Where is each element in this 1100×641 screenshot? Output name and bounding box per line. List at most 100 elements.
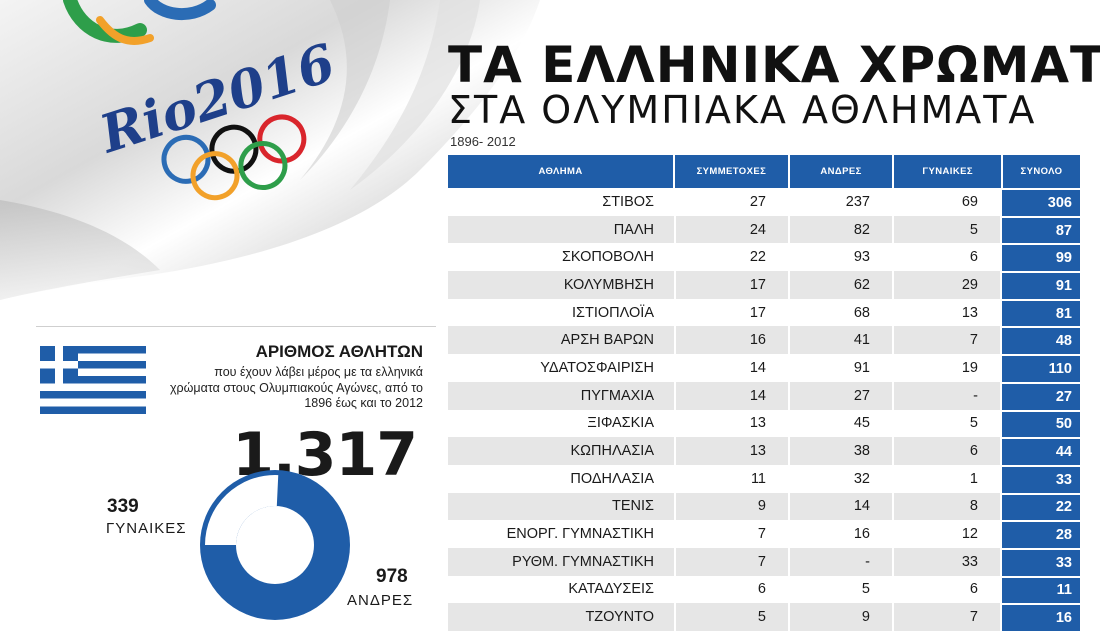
athletes-title: ΑΡΙΘΜΟΣ ΑΘΛΗΤΩΝ (255, 342, 423, 361)
header-sport: ΑΘΛΗΜΑ (448, 155, 676, 188)
cell-total: 28 (1002, 520, 1080, 548)
cell-participations: 17 (676, 271, 790, 299)
cell-men: 62 (790, 271, 894, 299)
cell-sport: ΥΔΑΤΟΣΦΑΙΡΙΣΗ (448, 354, 676, 382)
table-row: ΥΔΑΤΟΣΦΑΙΡΙΣΗ 14 91 19 110 (448, 354, 1080, 382)
table-row: ΚΟΛΥΜΒΗΣΗ 17 62 29 91 (448, 271, 1080, 299)
cell-men: 68 (790, 298, 894, 327)
cell-participations: 13 (676, 409, 790, 438)
sports-table: ΑΘΛΗΜΑ ΣΥΜΜΕΤΟΧΕΣ ΑΝΔΡΕΣ ΓΥΝΑΙΚΕΣ ΣΥΝΟΛΟ… (448, 155, 1080, 631)
cell-women: 7 (894, 326, 1002, 355)
cell-women: 69 (894, 188, 1002, 216)
cell-total: 306 (1002, 188, 1080, 216)
cell-sport: ΞΙΦΑΣΚΙΑ (448, 409, 676, 438)
cell-men: 9 (790, 603, 894, 631)
cell-sport: ΡΥΘΜ. ΓΥΜΝΑΣΤΙΚΗ (448, 547, 676, 576)
cell-women: 13 (894, 298, 1002, 327)
cell-participations: 9 (676, 492, 790, 521)
cell-sport: ΠΑΛΗ (448, 215, 676, 244)
cell-sport: ΕΝΟΡΓ. ΓΥΜΝΑΣΤΙΚΗ (448, 520, 676, 548)
cell-participations: 14 (676, 381, 790, 410)
cell-total: 33 (1002, 464, 1080, 493)
women-count: 339 (107, 496, 139, 517)
page-subtitle: ΣΤΑ ΟΛΥΜΠΙΑΚΑ ΑΘΛΗΜΑΤΑ (448, 88, 1037, 132)
cell-total: 33 (1002, 547, 1080, 576)
cell-men: 5 (790, 575, 894, 604)
table-row: ΤΖΟΥΝΤΟ 5 9 7 16 (448, 603, 1080, 631)
table-row: ΠΥΓΜΑΧΙΑ 14 27-27 (448, 381, 1080, 410)
cell-men: 32 (790, 464, 894, 493)
cell-participations: 13 (676, 437, 790, 465)
olympic-rings-icon (161, 114, 307, 201)
cell-total: 81 (1002, 298, 1080, 327)
women-label: ΓΥΝΑΙΚΕΣ (106, 520, 187, 537)
cell-total: 48 (1002, 326, 1080, 355)
cell-women: 6 (894, 437, 1002, 465)
gender-donut-chart (200, 470, 350, 620)
athletes-description: που έχουν λάβει μέρος με τα ελληνικά χρώ… (169, 365, 423, 410)
cell-women: 5 (894, 409, 1002, 438)
table-row: ΠΟΔΗΛΑΣΙΑ 11 32 1 33 (448, 464, 1080, 493)
table-row: ΡΥΘΜ. ΓΥΜΝΑΣΤΙΚΗ 7-33 33 (448, 547, 1080, 576)
cell-sport: ΚΩΠΗΛΑΣΙΑ (448, 437, 676, 465)
cell-women: 19 (894, 354, 1002, 382)
table-row: ΞΙΦΑΣΚΙΑ 13 45 5 50 (448, 409, 1080, 438)
cell-men: 93 (790, 243, 894, 272)
donut-hole (236, 506, 314, 584)
cell-total: 16 (1002, 603, 1080, 631)
cell-men: 16 (790, 520, 894, 548)
cell-sport: ΣΤΙΒΟΣ (448, 188, 676, 216)
panel-divider (36, 326, 436, 327)
cell-sport: ΤΕΝΙΣ (448, 492, 676, 521)
header-women: ΓΥΝΑΙΚΕΣ (894, 155, 1003, 188)
header-men: ΑΝΔΡΕΣ (790, 155, 895, 188)
cell-women: 1 (894, 464, 1002, 493)
years-range: 1896- 2012 (450, 134, 516, 149)
table-row: ΤΕΝΙΣ 9 14 8 22 (448, 492, 1080, 521)
cell-participations: 7 (676, 520, 790, 548)
table-header: ΑΘΛΗΜΑ ΣΥΜΜΕΤΟΧΕΣ ΑΝΔΡΕΣ ΓΥΝΑΙΚΕΣ ΣΥΝΟΛΟ (448, 155, 1080, 188)
cell-participations: 17 (676, 298, 790, 327)
cell-men: - (790, 547, 894, 576)
cell-sport: ΚΑΤΑΔΥΣΕΙΣ (448, 575, 676, 604)
cell-men: 91 (790, 354, 894, 382)
cell-total: 11 (1002, 575, 1080, 604)
cell-total: 22 (1002, 492, 1080, 521)
cell-women: 5 (894, 215, 1002, 244)
table-row: ΚΑΤΑΔΥΣΕΙΣ 6 5 6 11 (448, 575, 1080, 604)
table-row: ΚΩΠΗΛΑΣΙΑ 13 38 6 44 (448, 437, 1080, 465)
cell-sport: ΑΡΣΗ ΒΑΡΩΝ (448, 326, 676, 355)
cell-sport: ΠΟΔΗΛΑΣΙΑ (448, 464, 676, 493)
donut-slice-women (205, 475, 279, 545)
greek-flag-icon (40, 346, 146, 414)
cell-women: 6 (894, 575, 1002, 604)
page-title: ΤΑ ΕΛΛΗΝΙΚΑ ΧΡΩΜΑΤΑ (448, 36, 1100, 94)
rio2016-banner: Rio2016 (0, 0, 560, 320)
cell-men: 82 (790, 215, 894, 244)
cell-men: 38 (790, 437, 894, 465)
cell-women: 8 (894, 492, 1002, 521)
cell-women: 33 (894, 547, 1002, 576)
cell-sport: ΙΣΤΙΟΠΛΟΪΑ (448, 298, 676, 327)
table-row: ΙΣΤΙΟΠΛΟΪΑ 17 68 13 81 (448, 298, 1080, 327)
cell-women: 29 (894, 271, 1002, 299)
table-row: ΠΑΛΗ 24 82 5 87 (448, 215, 1080, 244)
table-row: ΑΡΣΗ ΒΑΡΩΝ 16 41 7 48 (448, 326, 1080, 355)
cell-women: - (894, 381, 1002, 410)
cell-sport: ΤΖΟΥΝΤΟ (448, 603, 676, 631)
cell-participations: 11 (676, 464, 790, 493)
cell-sport: ΠΥΓΜΑΧΙΑ (448, 381, 676, 410)
cell-men: 237 (790, 188, 894, 216)
men-count: 978 (376, 566, 408, 587)
cell-total: 110 (1002, 354, 1080, 382)
cell-participations: 24 (676, 215, 790, 244)
header-participations: ΣΥΜΜΕΤΟΧΕΣ (675, 155, 790, 188)
table-row: ΕΝΟΡΓ. ΓΥΜΝΑΣΤΙΚΗ 7 16 12 28 (448, 520, 1080, 548)
table-row: ΣΚΟΠΟΒΟΛΗ 22 93 6 99 (448, 243, 1080, 272)
cell-men: 14 (790, 492, 894, 521)
cell-women: 12 (894, 520, 1002, 548)
flag-banner-graphic: Rio2016 (0, 0, 540, 300)
cell-men: 45 (790, 409, 894, 438)
cell-total: 91 (1002, 271, 1080, 299)
table-row: ΣΤΙΒΟΣ 27 237 69 306 (448, 188, 1080, 216)
